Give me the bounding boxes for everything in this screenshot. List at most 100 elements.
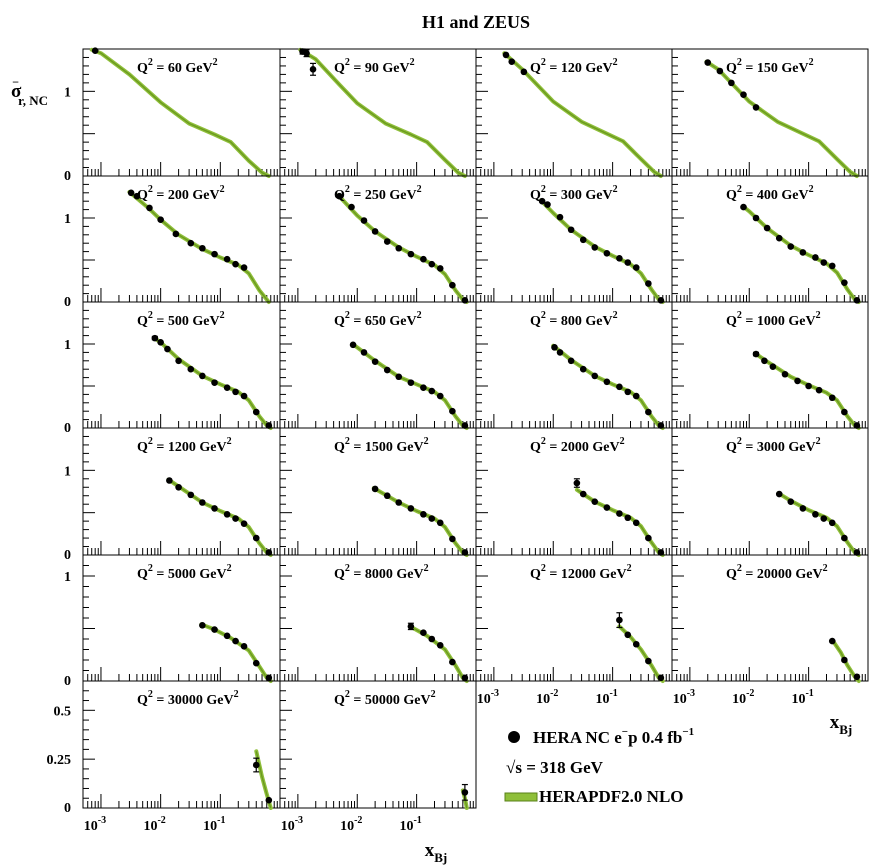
data-point bbox=[579, 365, 587, 373]
data-point bbox=[461, 789, 469, 796]
data-point bbox=[175, 483, 182, 491]
y-tick-label: 0 bbox=[64, 801, 71, 816]
data-point bbox=[436, 265, 444, 272]
data-point bbox=[815, 386, 823, 394]
data-point bbox=[371, 228, 379, 235]
data-point bbox=[420, 255, 427, 263]
data-point bbox=[407, 379, 415, 386]
panel-label: Q2 = 5000 GeV2 bbox=[137, 563, 232, 582]
data-point bbox=[805, 382, 812, 390]
panel-8: Q2 = 400 GeV2 bbox=[671, 175, 869, 304]
fit-curve bbox=[337, 194, 468, 303]
panel-2: Q2 = 90 GeV2 bbox=[279, 47, 477, 178]
data-point bbox=[853, 422, 861, 429]
data-point bbox=[657, 422, 665, 429]
data-point bbox=[127, 189, 135, 197]
data-point bbox=[704, 59, 712, 66]
data-point bbox=[428, 635, 436, 643]
data-point bbox=[616, 255, 623, 262]
data-point bbox=[449, 407, 456, 415]
data-point bbox=[820, 515, 828, 522]
panel-label: Q2 = 500 GeV2 bbox=[137, 310, 225, 329]
panel-4: Q2 = 150 GeV2 bbox=[671, 48, 869, 178]
data-point bbox=[211, 505, 218, 512]
y-tick-label: 1 bbox=[64, 85, 71, 100]
y-tick-label: 0 bbox=[64, 421, 71, 436]
data-point bbox=[187, 239, 195, 247]
data-point bbox=[624, 514, 632, 522]
data-point bbox=[624, 388, 632, 396]
data-point bbox=[632, 640, 640, 648]
panel-label: Q2 = 1200 GeV2 bbox=[137, 436, 232, 455]
data-point bbox=[761, 357, 768, 365]
panel-15: Q2 = 2000 GeV2 bbox=[475, 427, 673, 557]
data-point bbox=[265, 422, 273, 429]
data-point bbox=[603, 249, 611, 257]
data-point bbox=[420, 384, 427, 391]
data-point bbox=[211, 250, 218, 258]
data-point bbox=[799, 505, 807, 512]
data-point bbox=[166, 477, 173, 484]
legend-fit-swatch bbox=[504, 792, 538, 802]
data-point bbox=[853, 297, 861, 304]
data-point bbox=[371, 485, 379, 493]
data-point bbox=[303, 49, 310, 57]
panel-14: Q2 = 1500 GeV2 bbox=[279, 427, 477, 557]
panel-label: Q2 = 400 GeV2 bbox=[726, 184, 814, 203]
data-point bbox=[240, 643, 248, 650]
data-point bbox=[603, 378, 611, 386]
x-axis-title-right: xBj bbox=[830, 712, 853, 737]
data-point bbox=[591, 372, 599, 380]
data-point bbox=[828, 262, 836, 270]
panel-grid: Q2 = 60 GeV2 0 1 Q2 = 90 GeV2 Q2 = 120 GeV2 Q… bbox=[47, 47, 869, 834]
panel-20: Q2 = 20000 GeV2 10-3 10-2 10-1 bbox=[671, 554, 869, 707]
y-tick-label: 0 bbox=[64, 674, 71, 689]
fit-band bbox=[704, 59, 859, 178]
data-point bbox=[199, 244, 206, 252]
data-point bbox=[199, 622, 206, 629]
data-point bbox=[740, 203, 747, 211]
data-point bbox=[395, 244, 403, 252]
data-point bbox=[645, 408, 652, 416]
data-point bbox=[407, 505, 415, 512]
data-point bbox=[645, 280, 652, 287]
y-tick-label: 0 bbox=[64, 548, 71, 563]
data-point bbox=[841, 656, 848, 664]
data-point bbox=[223, 384, 231, 391]
panel-label: Q2 = 120 GeV2 bbox=[530, 57, 618, 76]
panel-label: Q2 = 800 GeV2 bbox=[530, 310, 618, 329]
data-point bbox=[252, 761, 260, 769]
data-point bbox=[428, 387, 436, 395]
data-point bbox=[175, 357, 182, 365]
panel-frame bbox=[279, 680, 477, 809]
data-point bbox=[428, 515, 436, 522]
panel-label: Q2 = 20000 GeV2 bbox=[726, 563, 828, 582]
data-point bbox=[461, 549, 469, 556]
data-point bbox=[752, 350, 760, 358]
data-point bbox=[252, 659, 260, 667]
data-point bbox=[420, 511, 427, 518]
panel-label: Q2 = 90 GeV2 bbox=[334, 57, 415, 76]
data-point bbox=[232, 260, 239, 268]
data-point bbox=[632, 264, 640, 271]
legend-data-marker bbox=[508, 731, 520, 743]
data-point bbox=[799, 249, 807, 256]
data-point bbox=[232, 388, 239, 396]
data-point bbox=[828, 519, 836, 527]
panel-7: Q2 = 300 GeV2 bbox=[475, 175, 673, 304]
data-point bbox=[223, 255, 231, 263]
data-point bbox=[775, 234, 783, 242]
data-point bbox=[395, 499, 403, 506]
legend-data-label: HERA NC e−p 0.4 fb−1 bbox=[533, 726, 694, 747]
data-point bbox=[556, 213, 564, 221]
fit-band bbox=[574, 487, 665, 557]
panel-5: Q2 = 200 GeV2 0 1 bbox=[64, 175, 281, 310]
data-point bbox=[348, 203, 355, 211]
panel-3: Q2 = 120 GeV2 bbox=[475, 48, 673, 178]
legend-fit-label: HERAPDF2.0 NLO bbox=[539, 787, 684, 806]
data-point bbox=[752, 104, 760, 111]
legend: HERA NC e−p 0.4 fb−1 √s = 318 GeV HERAPD… bbox=[504, 726, 694, 806]
data-point bbox=[252, 408, 260, 416]
data-point bbox=[716, 67, 724, 75]
